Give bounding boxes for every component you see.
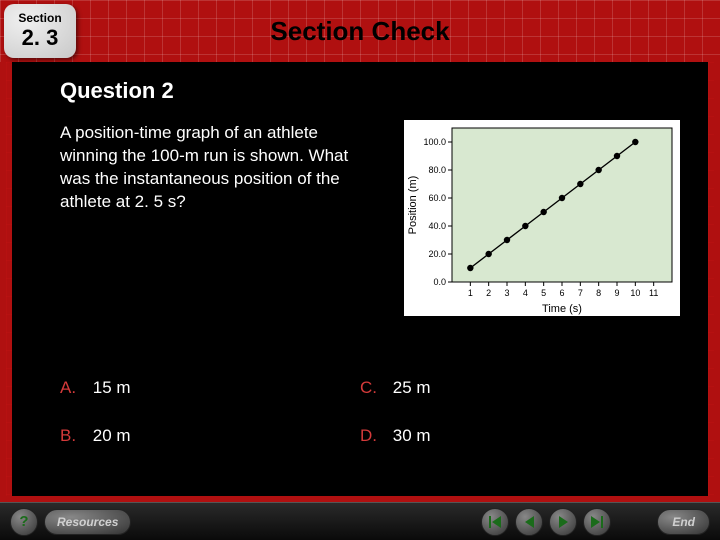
svg-text:Position (m): Position (m) <box>407 176 419 235</box>
page-title: Section Check <box>0 16 720 47</box>
prev-icon <box>525 516 534 528</box>
svg-text:1: 1 <box>468 288 473 298</box>
first-icon <box>489 516 501 528</box>
svg-text:8: 8 <box>596 288 601 298</box>
answer-option-d[interactable]: D. 30 m <box>360 426 660 446</box>
svg-text:3: 3 <box>504 288 509 298</box>
answer-text: 15 m <box>93 378 131 397</box>
svg-text:40.0: 40.0 <box>428 221 446 231</box>
answer-letter: A. <box>60 378 88 398</box>
question-text: A position-time graph of an athlete winn… <box>60 122 380 214</box>
help-button[interactable]: ? <box>10 508 38 536</box>
end-button[interactable]: End <box>657 509 710 535</box>
svg-text:7: 7 <box>578 288 583 298</box>
svg-text:80.0: 80.0 <box>428 165 446 175</box>
svg-text:0.0: 0.0 <box>433 277 446 287</box>
last-icon <box>591 516 603 528</box>
answer-text: 20 m <box>93 426 131 445</box>
answer-option-c[interactable]: C. 25 m <box>360 378 660 398</box>
svg-text:4: 4 <box>523 288 528 298</box>
end-label: End <box>672 515 695 529</box>
next-icon <box>559 516 568 528</box>
position-time-chart: 0.0 20.0 40.0 60.0 80.0 100.0 1 2 3 4 5 6 7 8 9 10 11 Tim… <box>404 120 680 316</box>
answer-letter: C. <box>360 378 388 398</box>
svg-text:2: 2 <box>486 288 491 298</box>
answer-letter: B. <box>60 426 88 446</box>
help-icon: ? <box>19 513 28 530</box>
nav-last-button[interactable] <box>583 508 611 536</box>
svg-text:100.0: 100.0 <box>423 137 446 147</box>
answer-text: 25 m <box>393 378 431 397</box>
bottom-nav-bar: ? Resources End <box>0 502 720 540</box>
svg-text:5: 5 <box>541 288 546 298</box>
svg-text:Time (s): Time (s) <box>542 303 582 315</box>
nav-prev-button[interactable] <box>515 508 543 536</box>
resources-label: Resources <box>57 515 118 529</box>
nav-first-button[interactable] <box>481 508 509 536</box>
svg-text:60.0: 60.0 <box>428 193 446 203</box>
answer-option-a[interactable]: A. 15 m <box>60 378 360 398</box>
answer-grid: A. 15 m C. 25 m B. 20 m D. 30 m <box>60 378 660 446</box>
svg-text:9: 9 <box>614 288 619 298</box>
svg-text:11: 11 <box>649 288 658 298</box>
svg-text:10: 10 <box>630 288 640 298</box>
nav-next-button[interactable] <box>549 508 577 536</box>
answer-letter: D. <box>360 426 388 446</box>
resources-button[interactable]: Resources <box>44 509 131 535</box>
svg-text:6: 6 <box>559 288 564 298</box>
answer-text: 30 m <box>393 426 431 445</box>
question-title: Question 2 <box>60 78 174 104</box>
answer-option-b[interactable]: B. 20 m <box>60 426 360 446</box>
svg-text:20.0: 20.0 <box>428 249 446 259</box>
